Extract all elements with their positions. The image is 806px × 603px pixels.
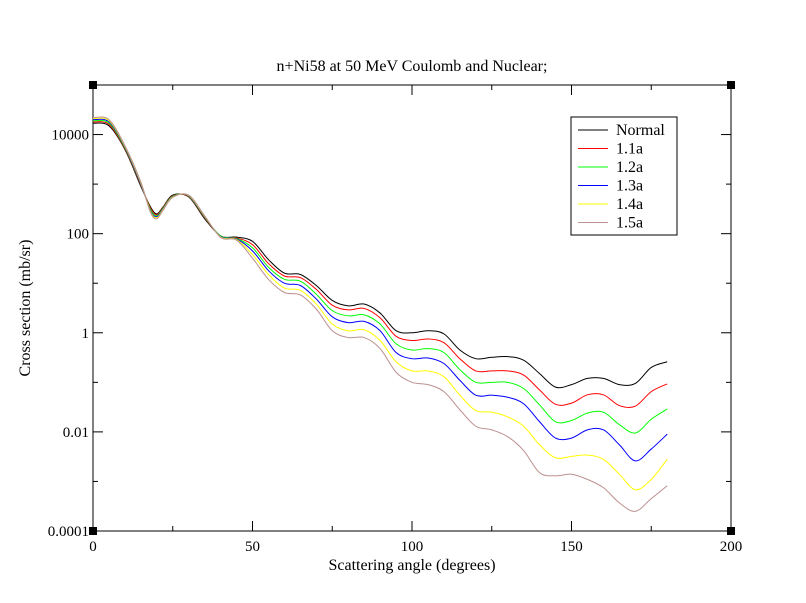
y-tick-label: 100 bbox=[67, 227, 90, 243]
y-tick-label: 0.0001 bbox=[48, 524, 89, 540]
series-line-5 bbox=[92, 116, 668, 512]
legend-label: Normal bbox=[616, 122, 665, 139]
x-axis-ticks: 0 50 100 150 200 bbox=[89, 85, 742, 555]
x-tick-label: 200 bbox=[720, 539, 743, 555]
y-axis-ticks: 0.0001 0.01 1 100 10000 bbox=[48, 128, 731, 540]
legend-box bbox=[570, 116, 678, 236]
x-axis-title: Scattering angle (degrees) bbox=[328, 557, 495, 574]
x-tick-label: 100 bbox=[401, 539, 424, 555]
legend-label: 1.5a bbox=[616, 215, 643, 232]
legend-label: 1.3a bbox=[616, 178, 643, 195]
y-tick-label: 0.01 bbox=[63, 425, 89, 441]
x-tick-label: 50 bbox=[245, 539, 260, 555]
y-axis-title: Cross section (mb/sr) bbox=[17, 240, 34, 377]
y-tick-label: 1 bbox=[82, 326, 90, 342]
chart-title: n+Ni58 at 50 MeV Coulomb and Nuclear; bbox=[277, 58, 548, 75]
x-tick-label: 150 bbox=[560, 539, 583, 555]
legend-label: 1.2a bbox=[616, 159, 643, 176]
series-lines bbox=[92, 116, 668, 512]
legend-label: 1.1a bbox=[616, 141, 643, 158]
legend-label: 1.4a bbox=[616, 196, 643, 213]
legend: Normal 1.1a1.2a 1.3a1.4a 1.5a bbox=[570, 116, 678, 236]
y-tick-label: 10000 bbox=[52, 128, 90, 144]
x-tick-label: 0 bbox=[89, 539, 97, 555]
